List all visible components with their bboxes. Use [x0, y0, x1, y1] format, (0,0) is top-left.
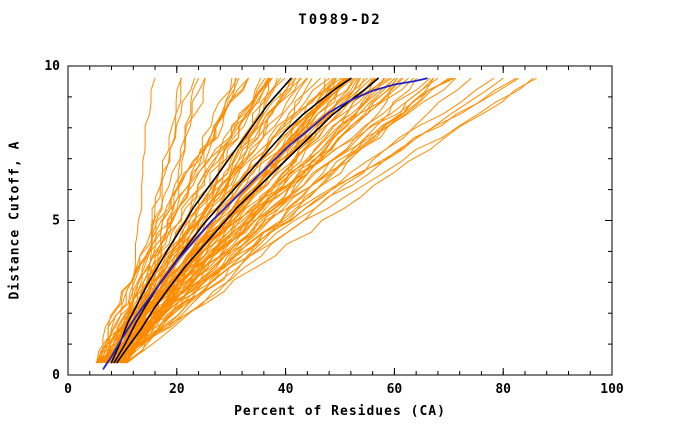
orange-prediction-curves [105, 77, 402, 364]
orange-prediction-curves [123, 77, 456, 364]
chart-title: T0989-D2 [298, 12, 382, 28]
x-tick-label: 20 [169, 382, 185, 397]
orange-prediction-curves [126, 77, 285, 364]
x-tick-label: 80 [495, 382, 511, 397]
blue-reference-model [102, 77, 428, 370]
x-tick-label: 40 [278, 382, 294, 397]
orange-prediction-curves [96, 77, 455, 364]
orange-prediction-curves [105, 77, 266, 364]
x-tick-label: 100 [600, 382, 624, 397]
orange-prediction-curves [97, 77, 269, 364]
orange-prediction-curves [100, 77, 392, 364]
orange-prediction-curves [111, 77, 472, 364]
orange-prediction-curves [118, 77, 326, 364]
orange-prediction-curves [111, 77, 504, 364]
orange-prediction-curves [120, 77, 206, 364]
x-tick-label: 0 [64, 382, 72, 397]
orange-prediction-curves [112, 77, 294, 364]
y-tick-label: 10 [44, 59, 60, 74]
x-tick-label: 60 [387, 382, 403, 397]
x-axis-label: Percent of Residues (CA) [234, 404, 446, 419]
black-model-2 [113, 77, 352, 364]
orange-prediction-curves [119, 77, 517, 364]
orange-prediction-curves [96, 77, 358, 364]
orange-prediction-curves [99, 77, 249, 364]
black-model-1 [110, 77, 292, 364]
orange-prediction-curves [107, 77, 375, 364]
y-tick-label: 5 [52, 214, 60, 229]
black-model-3 [116, 77, 379, 364]
orange-prediction-curves [106, 77, 334, 364]
orange-prediction-curves [98, 77, 337, 364]
orange-prediction-curves [123, 77, 278, 364]
y-tick-label: 0 [52, 368, 60, 383]
orange-prediction-curves [111, 77, 385, 364]
orange-prediction-curves [125, 77, 417, 364]
orange-prediction-curves [105, 77, 434, 364]
